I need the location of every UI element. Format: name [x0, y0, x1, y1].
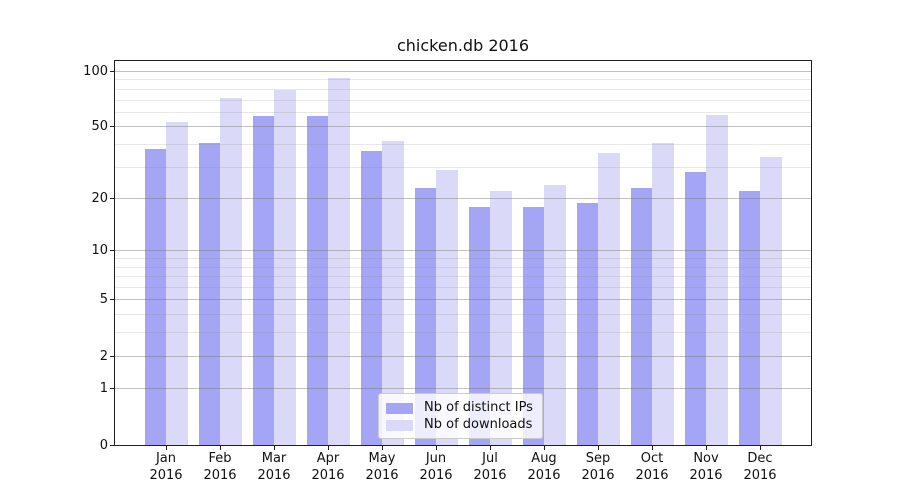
bar-mar-downloads — [274, 90, 296, 445]
x-tick-label-may: May 2016 — [365, 451, 399, 483]
x-tick-mark-jan — [165, 446, 167, 450]
y-tick-mark-2 — [110, 355, 114, 357]
y-tick-label-50: 50 — [91, 119, 108, 135]
legend-label-downloads: Nb of downloads — [424, 417, 533, 432]
gridline-8 — [115, 266, 811, 268]
bar-may-distinct-ips — [360, 150, 382, 445]
y-tick-label-1: 1 — [99, 381, 108, 397]
gridline-5 — [115, 299, 811, 301]
plot-area — [115, 61, 811, 445]
legend-swatch-distinct-ips — [386, 402, 413, 414]
y-tick-label-100: 100 — [83, 64, 108, 79]
y-tick-mark-1 — [110, 388, 114, 390]
bar-aug-distinct-ips — [522, 206, 544, 445]
gridline-9 — [115, 258, 811, 260]
x-tick-label-sep: Sep 2016 — [581, 451, 615, 483]
y-tick-label-5: 5 — [99, 292, 108, 308]
x-tick-mark-jul — [489, 446, 491, 450]
gridline-100 — [115, 71, 811, 72]
bar-feb-distinct-ips — [198, 142, 220, 445]
bar-jun-downloads — [436, 169, 458, 445]
gridline-60 — [115, 111, 811, 113]
gridline-40 — [115, 143, 811, 145]
gridline-1 — [115, 388, 811, 390]
x-tick-label-jun: Jun 2016 — [419, 451, 453, 483]
x-tick-label-nov: Nov 2016 — [689, 451, 723, 483]
legend-item-downloads: Nb of downloads — [386, 417, 534, 433]
bar-sep-downloads — [598, 152, 620, 445]
gridline-70 — [115, 99, 811, 101]
y-tick-label-2: 2 — [99, 348, 108, 364]
x-tick-label-aug: Aug 2016 — [527, 451, 561, 483]
bar-nov-distinct-ips — [684, 172, 706, 445]
x-tick-mark-mar — [273, 446, 275, 450]
gridline-50 — [115, 126, 811, 128]
gridline-3 — [115, 332, 811, 334]
bar-apr-downloads — [328, 78, 350, 445]
x-tick-mark-dec — [759, 446, 761, 450]
gridline-4 — [115, 314, 811, 316]
bar-jun-distinct-ips — [414, 187, 436, 445]
x-tick-mark-oct — [651, 446, 653, 450]
bar-oct-downloads — [652, 142, 674, 445]
bar-oct-distinct-ips — [630, 187, 652, 445]
y-tick-mark-0 — [110, 444, 114, 446]
x-tick-mark-may — [381, 446, 383, 450]
gridline-2 — [115, 355, 811, 357]
legend: Nb of distinct IPs Nb of downloads — [378, 393, 543, 439]
gridline-6 — [115, 287, 811, 289]
x-tick-label-apr: Apr 2016 — [311, 451, 345, 483]
gridline-20 — [115, 198, 811, 200]
bar-dec-downloads — [760, 157, 782, 445]
bar-jan-distinct-ips — [144, 148, 166, 445]
x-tick-label-jul: Jul 2016 — [473, 451, 507, 483]
y-tick-mark-50 — [110, 126, 114, 128]
x-tick-mark-sep — [597, 446, 599, 450]
legend-swatch-downloads — [386, 419, 413, 431]
bar-jul-distinct-ips — [468, 206, 490, 445]
x-tick-label-feb: Feb 2016 — [203, 451, 237, 483]
y-tick-mark-10 — [110, 250, 114, 252]
y-tick-mark-20 — [110, 198, 114, 200]
legend-item-distinct-ips: Nb of distinct IPs — [386, 400, 534, 416]
x-tick-mark-jun — [435, 446, 437, 450]
gridline-10 — [115, 250, 811, 252]
bar-jul-downloads — [490, 191, 512, 445]
gridline-7 — [115, 276, 811, 278]
x-tick-label-oct: Oct 2016 — [635, 451, 669, 483]
legend-label-distinct-ips: Nb of distinct IPs — [424, 400, 533, 415]
x-tick-mark-nov — [705, 446, 707, 450]
y-tick-label-0: 0 — [99, 437, 108, 453]
y-tick-label-20: 20 — [91, 191, 108, 207]
bar-sep-distinct-ips — [576, 202, 598, 445]
gridline-30 — [115, 166, 811, 168]
x-tick-mark-aug — [543, 446, 545, 450]
y-tick-mark-100 — [110, 71, 114, 72]
y-tick-label-10: 10 — [91, 243, 108, 259]
bar-dec-distinct-ips — [738, 191, 760, 445]
x-tick-label-dec: Dec 2016 — [743, 451, 777, 483]
bar-feb-downloads — [220, 97, 242, 445]
bar-apr-distinct-ips — [306, 116, 328, 445]
chart-title: chicken.db 2016 — [396, 36, 530, 55]
bar-may-downloads — [382, 140, 404, 445]
x-tick-label-mar: Mar 2016 — [257, 451, 291, 483]
bar-jan-downloads — [166, 122, 188, 445]
gridline-90 — [115, 79, 811, 81]
x-tick-mark-feb — [219, 446, 221, 450]
y-tick-mark-5 — [110, 299, 114, 301]
bar-nov-downloads — [706, 115, 728, 445]
bar-mar-distinct-ips — [252, 116, 274, 445]
gridline-80 — [115, 88, 811, 90]
x-tick-label-jan: Jan 2016 — [149, 451, 183, 483]
bar-aug-downloads — [544, 184, 566, 445]
x-tick-mark-apr — [327, 446, 329, 450]
